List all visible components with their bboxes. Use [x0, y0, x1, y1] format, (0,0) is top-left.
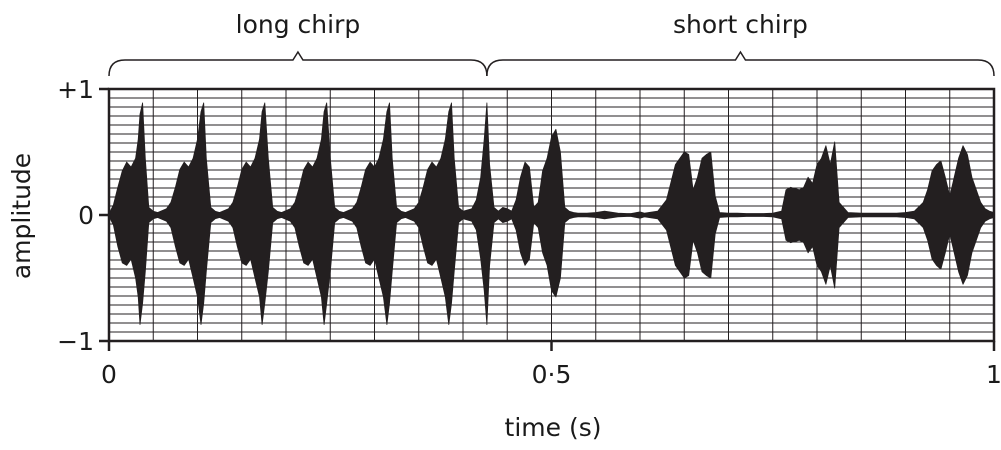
bracket-annotations: long chirp short chirp — [108, 10, 995, 77]
y-tick-label: +1 — [57, 75, 94, 104]
y-axis-label: amplitude — [7, 153, 36, 279]
x-axis-label: time (s) — [505, 413, 602, 442]
y-tick-label: −1 — [57, 327, 94, 356]
x-tick-label: 0 — [101, 360, 117, 389]
ticks: 0 0·5 1+10−1 — [57, 75, 1001, 389]
axis-labels: time (s) amplitude — [7, 153, 601, 442]
x-tick-label: 0·5 — [532, 360, 572, 389]
y-tick-label: 0 — [78, 201, 94, 230]
annotation-bracket — [108, 50, 488, 77]
annotation-label: long chirp — [236, 10, 361, 39]
annotation-label: short chirp — [673, 10, 808, 39]
x-tick-label: 1 — [986, 360, 1001, 389]
annotation-bracket — [486, 50, 995, 77]
